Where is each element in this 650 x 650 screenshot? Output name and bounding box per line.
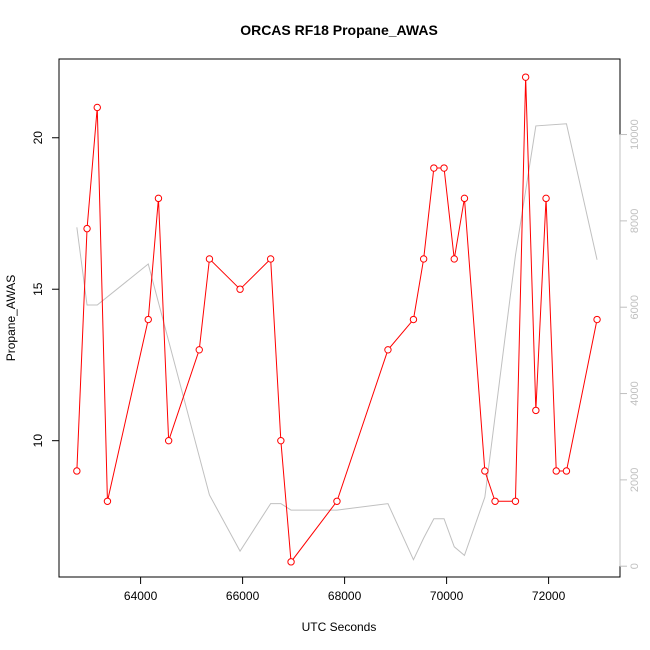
data-point <box>154 194 163 203</box>
data-point <box>419 255 428 263</box>
x-tick-label: 66000 <box>226 589 260 603</box>
data-point <box>205 255 214 263</box>
series-red-polyline <box>76 77 598 564</box>
data-point <box>552 467 560 475</box>
y2-tick-label: 0 <box>629 563 641 569</box>
data-point <box>236 285 244 293</box>
y-axis-left: 10 15 20 <box>31 131 60 448</box>
data-point <box>542 194 550 203</box>
data-point <box>481 467 489 475</box>
data-point <box>562 467 571 475</box>
data-point <box>593 315 601 324</box>
y-tick-label: 15 <box>31 282 45 296</box>
x-tick-label: 70000 <box>430 589 464 603</box>
data-point <box>384 346 392 354</box>
data-point <box>103 497 112 505</box>
data-point <box>532 406 540 415</box>
data-point <box>277 436 285 445</box>
y-tick-label: 20 <box>31 131 45 145</box>
data-point <box>164 436 173 445</box>
data-point <box>430 164 438 172</box>
series-gray-line <box>76 123 598 561</box>
y2-tick-label: 6000 <box>629 295 641 319</box>
y2-tick-label: 8000 <box>629 209 641 233</box>
x-axis-title: UTC Seconds <box>302 620 377 634</box>
y-tick-label: 10 <box>31 434 45 448</box>
series-red-line <box>73 73 601 566</box>
data-point <box>287 558 295 566</box>
y2-tick-label: 2000 <box>629 468 641 492</box>
x-tick-label: 72000 <box>532 589 566 603</box>
data-point <box>491 497 499 505</box>
y2-tick-label: 10000 <box>629 119 641 150</box>
data-point <box>93 103 101 112</box>
data-point <box>83 224 91 233</box>
chart-title: ORCAS RF18 Propane_AWAS <box>240 22 438 38</box>
x-axis: 64000 66000 68000 70000 72000 <box>124 576 566 603</box>
data-point <box>333 497 341 505</box>
data-point <box>266 255 275 263</box>
x-tick-label: 68000 <box>328 589 362 603</box>
data-point <box>73 467 81 475</box>
data-point <box>195 346 203 354</box>
series-gray-polyline <box>76 123 598 561</box>
data-point <box>511 497 520 505</box>
data-point <box>409 315 418 324</box>
x-tick-label: 64000 <box>124 589 158 603</box>
y2-tick-label: 4000 <box>629 381 641 405</box>
data-point <box>450 255 458 263</box>
data-point <box>144 315 152 324</box>
y-axis-right: 0 2000 4000 6000 8000 10000 <box>619 119 641 569</box>
data-point <box>521 73 530 81</box>
data-point <box>440 164 448 172</box>
y-axis-title: Propane_AWAS <box>4 275 18 362</box>
data-point <box>460 194 469 203</box>
